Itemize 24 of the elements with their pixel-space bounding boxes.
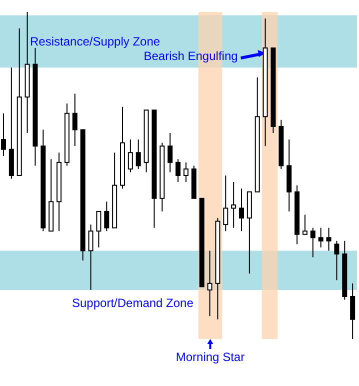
candlestick: [350, 282, 356, 339]
text: Morning Star: [176, 350, 245, 364]
candlestick: [326, 227, 332, 252]
candlestick: [176, 158, 181, 183]
candlestick: [207, 250, 212, 317]
candlestick: [239, 188, 244, 232]
candlestick: [302, 214, 308, 235]
candlestick: [231, 182, 236, 228]
annotation: Bearish Engulfing: [144, 49, 238, 63]
candlestick: [310, 227, 316, 258]
candlestick: [104, 201, 110, 232]
candlestick: [168, 132, 173, 173]
candlestick: [183, 162, 188, 183]
candlestick: [88, 224, 94, 290]
candlestick: [318, 227, 324, 248]
candlestick: [96, 210, 102, 248]
candlestick: [1, 112, 6, 156]
candlestick: [334, 240, 340, 281]
candlestick: [72, 93, 78, 147]
band-label: Resistance/Supply Zone: [30, 34, 160, 48]
candlestick: [128, 139, 133, 173]
candlestick: [136, 139, 141, 170]
candlestick: [223, 175, 228, 232]
band-label: Support/Demand Zone: [72, 296, 194, 310]
